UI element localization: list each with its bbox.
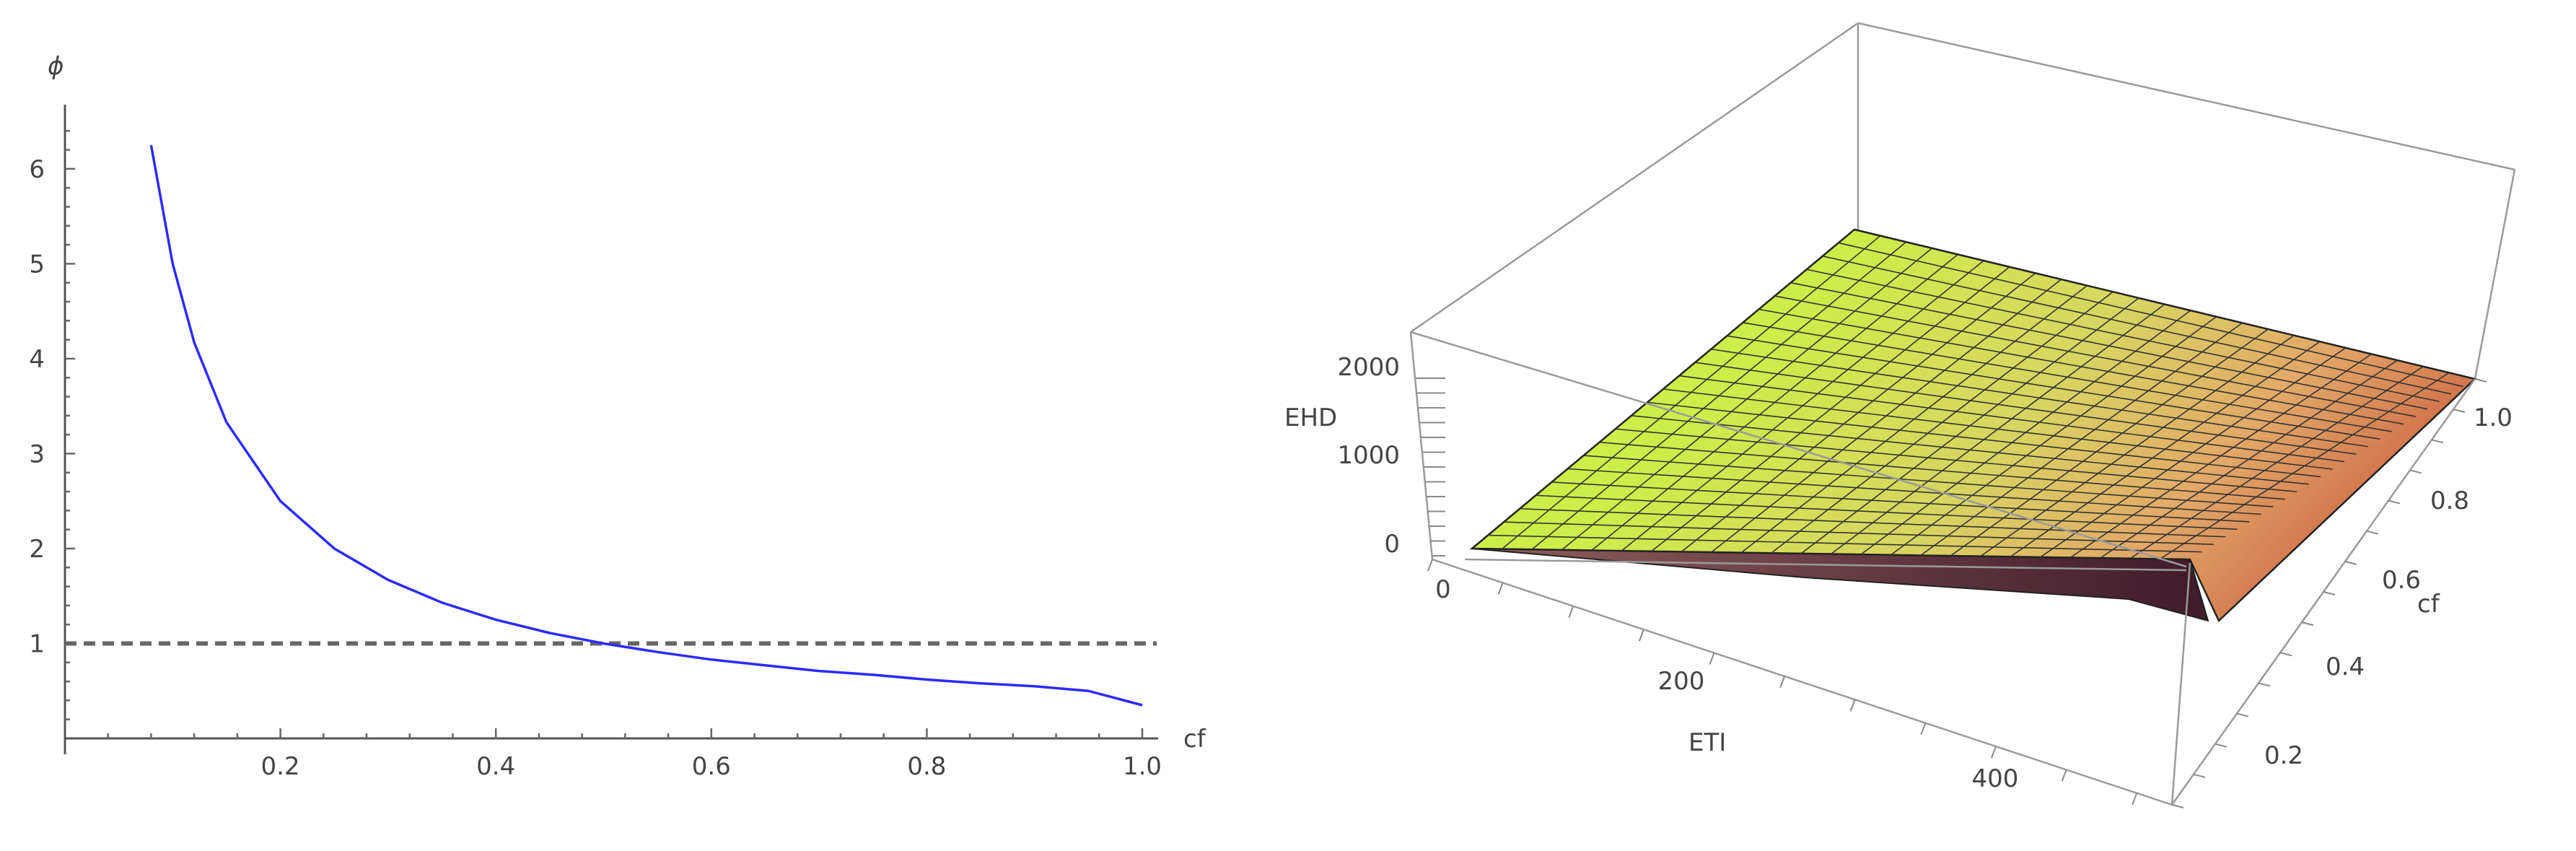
y-tick-mark-3d xyxy=(2323,591,2336,595)
x-tick-mark-3d xyxy=(1568,606,1574,619)
x-tick-mark-3d xyxy=(1638,629,1644,642)
mesh-line xyxy=(1838,242,2463,388)
x-tick-mark-3d xyxy=(1709,653,1715,665)
y-tick-mark-3d xyxy=(2301,621,2314,627)
z-axis-title: EHD xyxy=(1284,403,1337,432)
plot-2d: 0.2 0.4 0.6 0.8 1.0 1 2 3 4 5 6 ϕ cf xyxy=(29,52,1206,781)
y-tick-label: 1 xyxy=(29,629,45,658)
x-tick-mark-3d xyxy=(2061,769,2067,782)
y-tick-mark-3d xyxy=(2344,560,2357,565)
y-tick-mark-3d xyxy=(2171,804,2184,808)
x-axis-title: cf xyxy=(1183,725,1206,754)
z-tick-label: 2000 xyxy=(1337,353,1400,382)
x-tick-label-3d: 400 xyxy=(1972,764,2019,793)
y-tick-mark-3d xyxy=(2453,409,2466,414)
x-tick-mark-3d xyxy=(1497,582,1504,595)
y-tick-mark-3d xyxy=(2366,530,2379,535)
y-tick-label: 3 xyxy=(29,440,45,468)
y-tick-mark-3d xyxy=(2431,439,2444,444)
y-tick-mark-3d xyxy=(2388,499,2401,505)
x-tick-mark-3d xyxy=(1849,699,1856,712)
z-tick-label: 1000 xyxy=(1337,441,1400,470)
mesh-line xyxy=(2129,366,2424,559)
x-tick-mark-3d xyxy=(2132,793,2138,806)
y-tick-mark-3d xyxy=(2214,743,2227,748)
x-axis-title-3d: ETI xyxy=(1688,728,1726,757)
y-tick-label-3d: 1.0 xyxy=(2474,403,2513,432)
mesh-line xyxy=(2100,359,2398,559)
y-tick-mark-3d xyxy=(2279,652,2292,657)
z-tick-label: 0 xyxy=(1384,530,1400,559)
mesh-line xyxy=(1790,282,2428,410)
y-tick-mark-3d xyxy=(2409,469,2422,474)
x-tick-label-3d: 200 xyxy=(1658,667,1705,696)
x-tick-mark-3d xyxy=(1779,676,1786,689)
surface-mesh xyxy=(1488,235,2463,560)
y-tick-label-3d: 0.8 xyxy=(2430,486,2469,515)
x-tick-label: 1.0 xyxy=(1123,752,1162,781)
y-tick-label: 6 xyxy=(29,155,45,184)
y-tick-label-3d: 0.6 xyxy=(2382,566,2421,595)
mesh-line xyxy=(1822,256,2452,395)
mesh-line xyxy=(2160,372,2450,560)
x-tick-label: 0.8 xyxy=(907,752,946,781)
x-tick-label-3d: 0 xyxy=(1435,575,1451,604)
y-tick-mark-3d xyxy=(2474,378,2487,383)
x-tick-mark-3d xyxy=(1427,559,1433,572)
x-tick-label: 0.2 xyxy=(261,752,300,781)
y-tick-label: 5 xyxy=(29,250,45,279)
y-tick-label-3d: 0.4 xyxy=(2326,653,2365,681)
y-tick-label: 2 xyxy=(29,535,45,564)
y-tick-label: 4 xyxy=(29,345,45,374)
x-tick-label: 0.4 xyxy=(476,752,515,781)
x-tick-mark-3d xyxy=(1991,746,1997,759)
y-tick-label-3d: 0.2 xyxy=(2264,741,2303,770)
series-line-phi xyxy=(149,144,1143,707)
x-tick-mark-3d xyxy=(1920,723,1927,736)
y-tick-mark-3d xyxy=(2193,773,2206,778)
y-tick-mark-3d xyxy=(2258,682,2271,687)
y-tick-mark-3d xyxy=(2236,712,2249,717)
y-axis-title: ϕ xyxy=(48,52,63,81)
x-tick-label: 0.6 xyxy=(692,752,731,781)
mesh-line xyxy=(1806,269,2440,403)
y-axis-title-3d: cf xyxy=(2417,590,2440,619)
